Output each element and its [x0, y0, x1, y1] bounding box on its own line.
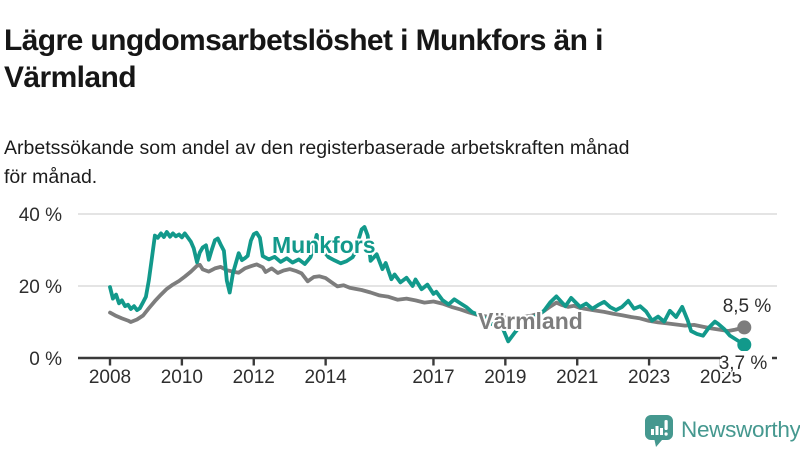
- chart-subtitle-line2: för månad.: [4, 165, 98, 188]
- x-tick-label: 2014: [304, 367, 347, 388]
- end-dot-värmland: [737, 320, 752, 335]
- end-value-label-munkfors: 3,7 %: [719, 353, 768, 374]
- page-title: Lägre ungdomsarbetslöshet i Munkfors än …: [4, 22, 764, 96]
- page-title-line2: Värmland: [4, 61, 137, 95]
- series-label-munkfors: Munkfors: [272, 232, 376, 258]
- y-tick-label: 40 %: [19, 205, 62, 226]
- x-tick-label: 2023: [628, 367, 670, 388]
- newsworthy-brand-text: Newsworthy: [681, 417, 800, 442]
- end-label-backdrop: [720, 351, 772, 372]
- x-tick-label: 2017: [412, 367, 454, 388]
- x-tick-label: 2012: [233, 367, 275, 388]
- x-tick-label: 2008: [89, 367, 131, 388]
- y-tick-label: 20 %: [19, 277, 62, 298]
- end-value-label-värmland: 8,5 %: [723, 296, 772, 317]
- newsworthy-logo[interactable]: Newsworthy: [644, 413, 800, 447]
- series-line-värmland: [108, 262, 747, 333]
- x-tick-label: 2010: [161, 367, 203, 388]
- chart-subtitle: Arbetssökande som andel av den registerb…: [4, 134, 784, 192]
- x-tick-label: 2019: [484, 367, 526, 388]
- series-line-munkfors: [108, 225, 747, 347]
- x-tick-label: 2021: [556, 367, 598, 388]
- page-title-line1: Lägre ungdomsarbetslöshet i Munkfors än …: [4, 24, 603, 58]
- end-dot-munkfors: [737, 337, 752, 352]
- chart-subtitle-line1: Arbetssökande som andel av den registerb…: [4, 136, 630, 159]
- newsworthy-logo-icon: [645, 414, 673, 447]
- y-tick-label: 0 %: [29, 349, 62, 370]
- series-label-värmland: Värmland: [478, 308, 583, 334]
- x-tick-label: 2025: [700, 367, 742, 388]
